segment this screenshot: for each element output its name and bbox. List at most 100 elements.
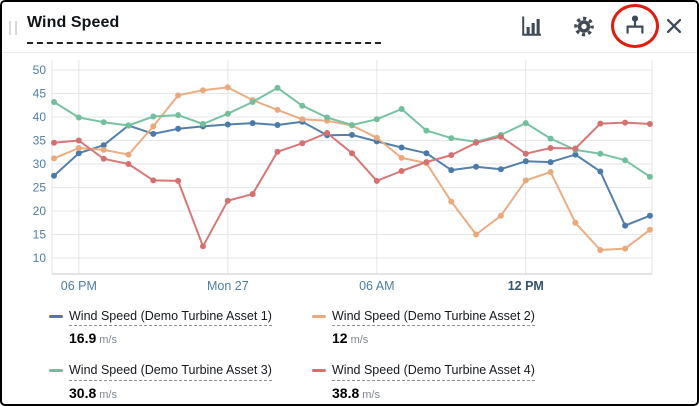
data-point (448, 152, 455, 159)
data-point (423, 159, 430, 166)
data-point (497, 212, 504, 219)
y-axis-label: 10 (33, 251, 47, 265)
data-point (200, 87, 206, 94)
data-point (51, 99, 57, 105)
legend-unit: m/s (362, 388, 380, 401)
data-point (349, 122, 355, 128)
data-point (224, 84, 231, 91)
drag-handle-icon[interactable] (9, 21, 17, 35)
data-point (373, 134, 380, 141)
legend-label[interactable]: Wind Speed (Demo Turbine Asset 1) (69, 308, 272, 327)
data-point (622, 119, 629, 126)
y-axis-label: 35 (33, 134, 47, 148)
series-line (53, 86, 651, 251)
close-icon[interactable] (662, 14, 686, 38)
data-point (274, 84, 281, 91)
y-axis-label: 50 (33, 63, 47, 77)
data-point (224, 121, 231, 128)
data-point (522, 120, 529, 127)
data-point (423, 127, 430, 134)
data-point (249, 99, 256, 105)
series-line (53, 121, 650, 248)
data-point (51, 139, 57, 146)
data-point (473, 231, 480, 238)
data-point (125, 122, 132, 129)
legend-item: Wind Speed (Demo Turbine Asset 1) 16.9 m/… (49, 308, 312, 348)
data-point (175, 112, 182, 119)
legend-unit: m/s (350, 334, 369, 347)
data-point (349, 150, 355, 157)
data-point (522, 158, 529, 165)
data-point (547, 159, 554, 166)
series-dash (312, 369, 326, 373)
data-point (274, 148, 281, 155)
legend-item: Wind Speed (Demo Turbine Asset 3) 30.8 m/… (49, 362, 312, 402)
data-point (200, 243, 206, 250)
asset-tree-icon[interactable] (611, 4, 659, 48)
data-point (100, 119, 107, 126)
data-point (572, 145, 579, 152)
legend-unit: m/s (99, 388, 117, 401)
legend-item: Wind Speed (Demo Turbine Asset 4) 38.8 m/… (312, 362, 642, 402)
data-point (324, 130, 331, 136)
data-point (75, 137, 82, 144)
data-point (150, 130, 157, 137)
data-point (175, 125, 182, 132)
data-point (175, 177, 182, 184)
data-point (224, 197, 231, 204)
legend-label[interactable]: Wind Speed (Demo Turbine Asset 2) (332, 308, 535, 327)
data-point (622, 157, 629, 164)
data-point (547, 135, 554, 142)
data-point (75, 114, 82, 121)
data-point (646, 212, 653, 219)
series-dash (49, 369, 63, 373)
legend-label[interactable]: Wind Speed (Demo Turbine Asset 4) (332, 362, 535, 381)
y-axis-label: 25 (33, 181, 47, 195)
wind-speed-line-chart[interactable]: 10 15 20 25 30 35 40 45 50 06 PM Mon 27 06 AM 12 PM (2, 52, 699, 308)
data-point (572, 219, 579, 226)
data-point (299, 116, 306, 123)
data-point (398, 144, 405, 151)
data-point (100, 142, 107, 149)
widget-title[interactable]: Wind Speed (27, 14, 120, 31)
data-point (100, 146, 107, 153)
data-point (547, 145, 554, 151)
y-axis-label: 20 (33, 204, 47, 218)
data-point (373, 177, 380, 184)
data-point (448, 135, 455, 142)
x-axis-label: 06 PM (61, 279, 97, 293)
data-point (299, 140, 306, 147)
data-point (349, 131, 355, 138)
legend-label[interactable]: Wind Speed (Demo Turbine Asset 3) (69, 362, 272, 381)
data-point (398, 168, 405, 174)
y-axis-label: 15 (33, 228, 47, 242)
data-point (473, 163, 480, 170)
data-point (646, 121, 653, 127)
data-point (51, 155, 57, 162)
chart-legend: Wind Speed (Demo Turbine Asset 1) 16.9 m/… (49, 308, 642, 403)
data-point (597, 168, 604, 175)
data-point (51, 172, 57, 179)
data-point (622, 245, 629, 252)
data-point (75, 150, 82, 157)
data-point (497, 166, 504, 173)
widget-header: Wind Speed (2, 2, 697, 53)
data-point (522, 177, 529, 184)
data-point (572, 151, 579, 158)
data-point (522, 150, 529, 157)
legend-value: 12 (332, 330, 348, 347)
settings-gear-icon[interactable] (572, 14, 596, 38)
legend-item: Wind Speed (Demo Turbine Asset 2) 12 m/s (312, 308, 642, 348)
widget-toolbar (519, 4, 686, 48)
data-point (249, 120, 256, 127)
data-point (423, 150, 430, 157)
data-point (547, 169, 554, 175)
bar-chart-icon[interactable] (519, 14, 543, 38)
data-point (398, 154, 405, 161)
data-point (150, 113, 157, 120)
data-point (597, 120, 604, 127)
data-point (150, 177, 157, 184)
data-point (398, 106, 405, 112)
data-point (473, 139, 480, 146)
data-point (448, 198, 455, 205)
